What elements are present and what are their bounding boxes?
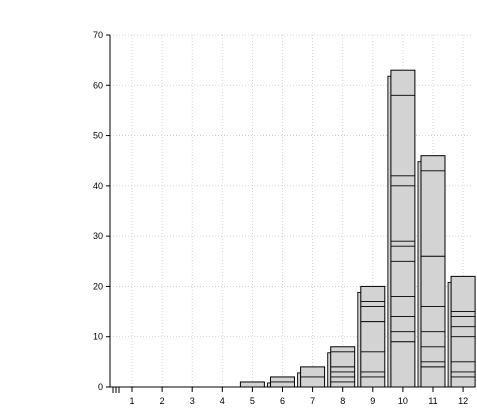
bar: [390, 69, 416, 388]
x-tick-label: 4: [220, 396, 225, 406]
y-tick-label: 0: [98, 382, 103, 392]
bar-stack-6: [267, 376, 295, 388]
grid-lines: [110, 34, 472, 387]
x-tick-label: 5: [250, 396, 255, 406]
x-tick-label: 8: [340, 396, 345, 406]
bar-stack-12: [447, 275, 476, 388]
y-tick-label: 60: [93, 80, 103, 90]
x-tick-label: 11: [428, 396, 437, 406]
y-tick-label: 20: [93, 281, 103, 291]
y-axis-ticks: 0 10 20 30 40 50 60 70: [93, 30, 110, 392]
x-tick-label: 3: [190, 396, 195, 406]
y-tick-label: 70: [93, 30, 103, 40]
x-tick-label: 1: [129, 396, 134, 406]
x-tick-label: 12: [458, 396, 468, 406]
x-tick-label: 7: [310, 396, 315, 406]
bars: [239, 69, 476, 388]
axes: [109, 35, 472, 388]
bar-stack-7: [297, 366, 326, 388]
bar: [360, 285, 386, 388]
bar-stack-10: [387, 69, 416, 388]
x-tick-label: 10: [398, 396, 408, 406]
x-tick-label: 6: [280, 396, 285, 406]
bar: [420, 155, 446, 388]
bar-stack-9: [357, 285, 386, 388]
x-tick-label: 9: [370, 396, 375, 406]
x-axis-ticks: 1 2 3 4 5 6 7 8 9 10 11 12: [112, 387, 468, 406]
bar-stack-11: [417, 155, 446, 388]
y-tick-label: 30: [93, 231, 103, 241]
y-tick-label: 10: [93, 332, 103, 342]
bar-stack-8: [327, 346, 356, 388]
bar-stack-5: [239, 381, 265, 388]
bar: [239, 381, 265, 388]
y-tick-label: 50: [93, 131, 103, 141]
y-tick-label: 40: [93, 181, 103, 191]
bar: [450, 275, 476, 388]
x-tick-label: 2: [160, 396, 165, 406]
